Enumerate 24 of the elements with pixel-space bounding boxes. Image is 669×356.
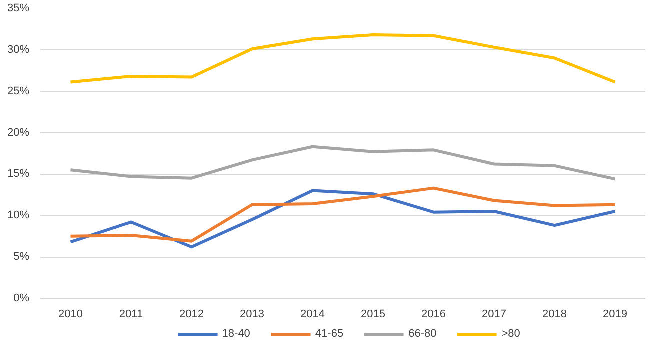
x-tick-label: 2015 <box>361 308 386 320</box>
line-series <box>69 34 617 84</box>
line-series <box>69 145 617 181</box>
legend-label: 66-80 <box>408 328 437 340</box>
y-tick-label: 10% <box>7 210 30 222</box>
y-tick-label: 25% <box>7 85 30 98</box>
y-tick-label: 35% <box>7 2 30 14</box>
x-tick-label: 2012 <box>180 308 204 320</box>
x-tick-label: 2014 <box>300 308 325 320</box>
y-tick-label: 15% <box>7 168 30 180</box>
x-tick-label: 2019 <box>603 308 628 320</box>
x-tick-label: 2016 <box>422 308 446 320</box>
legend-label: 18-40 <box>222 328 250 340</box>
y-tick-label: 5% <box>14 251 30 264</box>
x-tick-label: 2010 <box>58 308 83 320</box>
x-tick-label: 2011 <box>119 308 144 320</box>
x-tick-label: 2018 <box>542 308 567 320</box>
y-tick-label: 0% <box>14 292 30 304</box>
y-tick-label: 20% <box>7 126 30 139</box>
x-tick-label: 2013 <box>240 308 264 320</box>
y-tick-label: 30% <box>7 44 30 56</box>
x-tick-label: 2017 <box>482 308 506 320</box>
legend-label: >80 <box>502 328 522 340</box>
legend-label: 41-65 <box>315 328 344 340</box>
